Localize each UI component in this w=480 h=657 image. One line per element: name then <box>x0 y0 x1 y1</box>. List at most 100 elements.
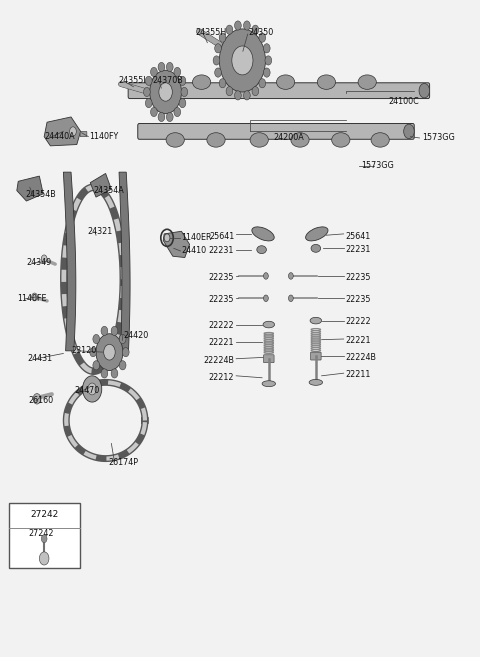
Text: 1573GG: 1573GG <box>422 133 455 143</box>
Text: 22222: 22222 <box>209 321 234 330</box>
Ellipse shape <box>250 133 268 147</box>
Text: 1573GG: 1573GG <box>361 161 394 170</box>
Circle shape <box>93 334 99 344</box>
Polygon shape <box>63 172 76 351</box>
Circle shape <box>145 76 152 85</box>
Circle shape <box>174 107 180 116</box>
Text: 1140FY: 1140FY <box>89 132 118 141</box>
Text: 24100C: 24100C <box>389 97 420 106</box>
Circle shape <box>159 83 172 101</box>
Text: 24321: 24321 <box>87 227 113 236</box>
Circle shape <box>219 33 226 42</box>
Circle shape <box>243 21 250 30</box>
Ellipse shape <box>311 244 321 252</box>
Circle shape <box>33 394 41 404</box>
Circle shape <box>252 87 259 96</box>
Text: 22212: 22212 <box>209 373 234 382</box>
Circle shape <box>181 87 188 97</box>
Text: 24200A: 24200A <box>274 133 304 143</box>
FancyBboxPatch shape <box>80 131 87 137</box>
Circle shape <box>104 344 115 360</box>
Circle shape <box>226 87 233 96</box>
Polygon shape <box>119 172 130 351</box>
Circle shape <box>259 79 265 88</box>
Circle shape <box>265 56 272 65</box>
Circle shape <box>179 99 186 108</box>
FancyBboxPatch shape <box>311 352 321 360</box>
Ellipse shape <box>332 133 350 147</box>
Ellipse shape <box>166 133 184 147</box>
Text: 22235: 22235 <box>209 273 234 282</box>
Text: 22221: 22221 <box>209 338 234 348</box>
Ellipse shape <box>233 75 252 89</box>
Circle shape <box>96 334 123 371</box>
Ellipse shape <box>371 133 389 147</box>
Text: 24431: 24431 <box>28 354 53 363</box>
Circle shape <box>122 348 129 357</box>
Text: 27242: 27242 <box>30 510 58 519</box>
Ellipse shape <box>192 75 211 89</box>
Circle shape <box>213 56 220 65</box>
Text: 22222: 22222 <box>346 317 371 327</box>
Circle shape <box>39 552 49 565</box>
Ellipse shape <box>276 75 295 89</box>
Text: 24440A: 24440A <box>44 132 75 141</box>
Text: 22235: 22235 <box>346 273 371 282</box>
Circle shape <box>179 76 186 85</box>
Polygon shape <box>44 117 81 146</box>
Circle shape <box>158 62 165 72</box>
Circle shape <box>32 293 37 301</box>
Circle shape <box>120 361 126 370</box>
Text: 22231: 22231 <box>346 245 371 254</box>
Circle shape <box>264 273 268 279</box>
Text: 24470: 24470 <box>74 386 100 396</box>
Circle shape <box>264 295 268 302</box>
Polygon shape <box>90 173 111 197</box>
Circle shape <box>259 33 265 42</box>
Ellipse shape <box>152 75 170 89</box>
Ellipse shape <box>257 246 266 254</box>
Ellipse shape <box>291 133 309 147</box>
Circle shape <box>150 70 181 114</box>
Text: 22224B: 22224B <box>203 355 234 365</box>
Circle shape <box>101 327 108 336</box>
Circle shape <box>219 29 265 92</box>
Text: 22224B: 22224B <box>346 353 377 362</box>
Circle shape <box>145 99 152 108</box>
Polygon shape <box>17 176 43 201</box>
Circle shape <box>288 295 293 302</box>
Ellipse shape <box>317 75 336 89</box>
Circle shape <box>252 25 259 34</box>
Circle shape <box>151 107 157 116</box>
Text: 1140ER: 1140ER <box>181 233 212 242</box>
Circle shape <box>151 68 157 77</box>
Circle shape <box>288 273 293 279</box>
Text: 25641: 25641 <box>346 232 371 241</box>
Circle shape <box>111 369 118 378</box>
Circle shape <box>404 124 414 139</box>
Circle shape <box>83 376 102 402</box>
Text: 27242: 27242 <box>29 529 54 538</box>
Text: 22221: 22221 <box>346 336 371 345</box>
Circle shape <box>235 91 241 100</box>
Circle shape <box>243 91 250 100</box>
Text: 24355H: 24355H <box>196 28 227 37</box>
Text: 23120: 23120 <box>71 346 96 355</box>
Text: 24355I: 24355I <box>118 76 146 85</box>
Ellipse shape <box>306 227 328 241</box>
Circle shape <box>419 83 430 98</box>
Text: 22235: 22235 <box>346 295 371 304</box>
FancyBboxPatch shape <box>9 503 80 568</box>
Circle shape <box>226 25 233 34</box>
Circle shape <box>41 535 47 543</box>
Circle shape <box>232 46 253 75</box>
Circle shape <box>101 369 108 378</box>
Ellipse shape <box>310 317 322 324</box>
Circle shape <box>41 255 47 263</box>
Circle shape <box>264 44 270 53</box>
Circle shape <box>215 68 221 77</box>
Ellipse shape <box>252 227 274 241</box>
Text: 22235: 22235 <box>209 295 234 304</box>
Text: 24354B: 24354B <box>25 190 56 199</box>
Ellipse shape <box>358 75 376 89</box>
